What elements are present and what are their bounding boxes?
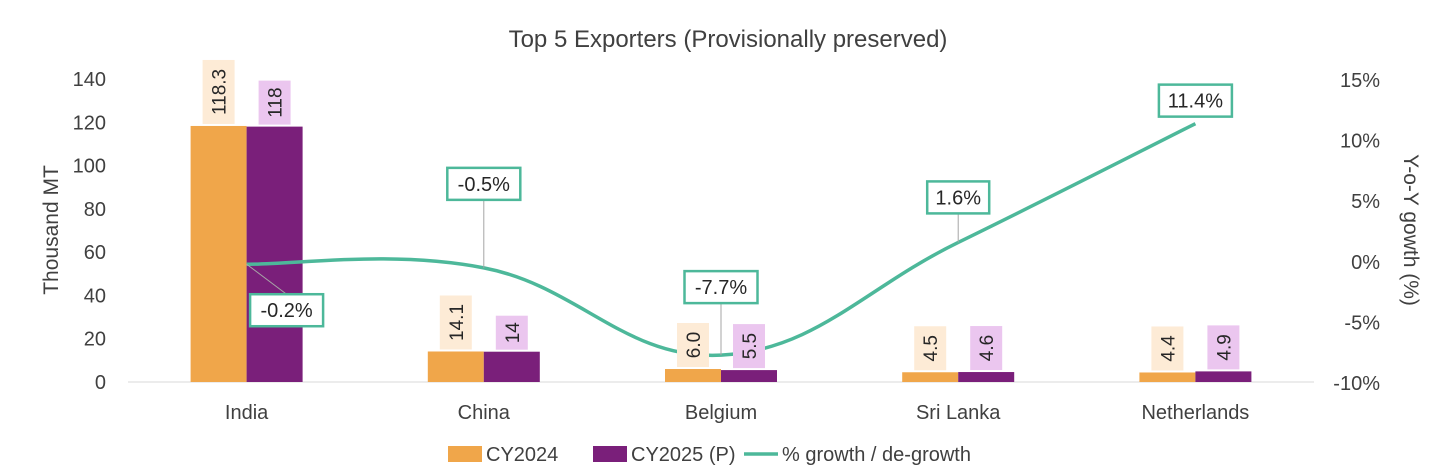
- y-tick-label: 20: [84, 329, 106, 351]
- leader-line: [246, 263, 287, 295]
- x-axis: India China Belgium Sri Lanka Netherlands: [225, 402, 1249, 424]
- y2-tick-label: 0%: [1351, 252, 1380, 274]
- data-label: 118: [266, 87, 287, 117]
- bar: [246, 126, 303, 382]
- y-tick-label: 140: [73, 69, 106, 91]
- legend-label: CY2024: [486, 444, 558, 466]
- legend-swatch: [448, 446, 482, 462]
- y-tick-label: 100: [73, 156, 106, 178]
- growth-label: -0.5%: [458, 174, 510, 196]
- y-tick-label: 40: [84, 285, 106, 307]
- growth-line-layer: -0.2% -0.5% -7.7% 1.6% 11.4%: [246, 83, 1234, 357]
- data-label: 5.5: [740, 333, 761, 359]
- legend: CY2024 CY2025 (P) % growth / de-growth: [448, 444, 971, 466]
- data-label-box: [914, 326, 947, 371]
- y-axis: 0 20 40 60 80 100 120 140: [73, 69, 106, 394]
- y-tick-label: 120: [73, 112, 106, 134]
- bar: [958, 372, 1015, 382]
- data-label: 14.1: [447, 304, 468, 341]
- y-tick-label: 80: [84, 199, 106, 221]
- data-label-box: [1207, 325, 1240, 370]
- data-label-box: [1151, 326, 1184, 371]
- bar: [190, 125, 247, 382]
- bar: [902, 372, 959, 382]
- growth-label-box: [446, 166, 522, 202]
- data-label: 4.6: [977, 335, 998, 361]
- growth-label: -0.2%: [260, 300, 312, 322]
- data-label: 14: [503, 322, 524, 344]
- data-label-box: [439, 295, 472, 350]
- data-label-box: [970, 326, 1003, 371]
- growth-label: -7.7%: [695, 277, 747, 299]
- bars: [190, 125, 1252, 382]
- chart-title: Top 5 Exporters (Provisionally preserved…: [509, 26, 948, 53]
- y2-axis: -10% -5% 0% 5% 10% 15%: [1333, 70, 1380, 395]
- data-label: 4.4: [1158, 335, 1179, 362]
- growth-label: 11.4%: [1168, 91, 1223, 113]
- data-label: 118.3: [210, 69, 231, 115]
- data-label-box: [677, 323, 709, 368]
- data-label-box: [495, 315, 528, 350]
- growth-label-box: [1157, 83, 1234, 118]
- growth-label: 1.6%: [935, 187, 981, 209]
- y2-axis-label: Y-o-Y gowth (%): [1399, 154, 1422, 306]
- legend-label: CY2025 (P): [631, 444, 736, 466]
- growth-label-box: [925, 180, 991, 215]
- y2-tick-label: 15%: [1340, 70, 1380, 92]
- legend-swatch: [593, 446, 627, 462]
- data-label-box: [258, 80, 291, 125]
- data-label-box: [733, 324, 765, 369]
- bar: [665, 369, 721, 382]
- bar: [483, 351, 540, 382]
- y-tick-label: 0: [95, 372, 106, 394]
- legend-label: % growth / de-growth: [782, 444, 971, 466]
- bar: [1195, 371, 1252, 382]
- data-label: 4.5: [921, 335, 942, 361]
- x-tick-label: Belgium: [685, 402, 757, 424]
- x-tick-label: Netherlands: [1141, 402, 1249, 424]
- y-axis-label: Thousand MT: [40, 165, 63, 295]
- data-label: 4.9: [1214, 334, 1235, 360]
- bar: [721, 370, 777, 382]
- bar: [427, 351, 484, 382]
- data-label-box: [202, 59, 235, 124]
- y-tick-label: 60: [84, 242, 106, 264]
- bar-labels: 118.3 14.1 6.0 4.5 4.4 118 14 5.5 4.6 4.9: [202, 59, 1240, 371]
- x-tick-label: Sri Lanka: [916, 402, 1001, 424]
- bar: [1139, 372, 1196, 382]
- y2-tick-label: 5%: [1351, 191, 1380, 213]
- y2-tick-label: 10%: [1340, 131, 1380, 153]
- growth-label-box: [248, 292, 325, 328]
- data-label: 6.0: [684, 332, 705, 358]
- y2-tick-label: -10%: [1333, 373, 1380, 395]
- y2-tick-label: -5%: [1344, 312, 1380, 334]
- x-tick-label: India: [225, 402, 269, 424]
- x-tick-label: China: [458, 402, 511, 424]
- growth-label-box: [683, 269, 759, 305]
